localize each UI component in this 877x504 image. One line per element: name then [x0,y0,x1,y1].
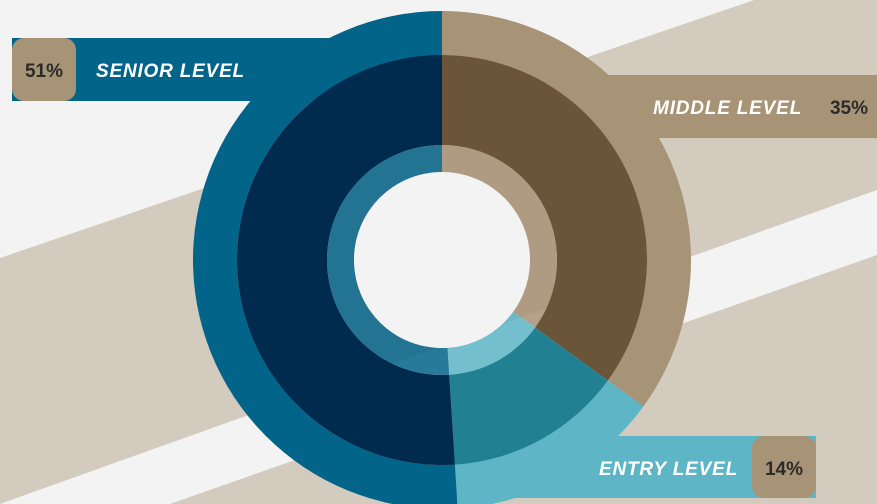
entry-level-pct-badge [752,436,816,498]
senior-level-pct-badge [12,38,76,101]
entry-level-percent: 14% [765,459,803,480]
middle-level-callout: 35% MIDDLE LEVEL [653,75,877,138]
entry-level-label: ENTRY LEVEL [599,459,738,480]
entry-level-thin-slice [447,311,536,375]
middle-level-label: MIDDLE LEVEL [653,98,802,119]
middle-level-outer-slice [442,11,692,407]
middle-level-pct-badge [820,75,877,138]
middle-level-percent: 35% [830,98,868,119]
center-hole [354,172,530,348]
senior-level-callout: 51% SENIOR LEVEL [12,38,245,101]
thin-ring [326,145,557,376]
outer-ring [193,11,692,504]
senior-level-inner-slice [237,55,455,465]
senior-level-thin-slice [326,145,450,376]
senior-level-percent: 51% [25,61,63,82]
inner-ring [237,55,647,465]
entry-level-outer-slice [454,380,644,504]
middle-level-inner-slice [442,55,647,381]
middle-level-thin-slice [442,145,557,328]
entry-level-callout: 14% ENTRY LEVEL [599,436,816,498]
senior-level-outer-slice [193,11,458,504]
senior-level-label: SENIOR LEVEL [96,61,245,82]
entry-level-inner-slice [449,327,608,465]
